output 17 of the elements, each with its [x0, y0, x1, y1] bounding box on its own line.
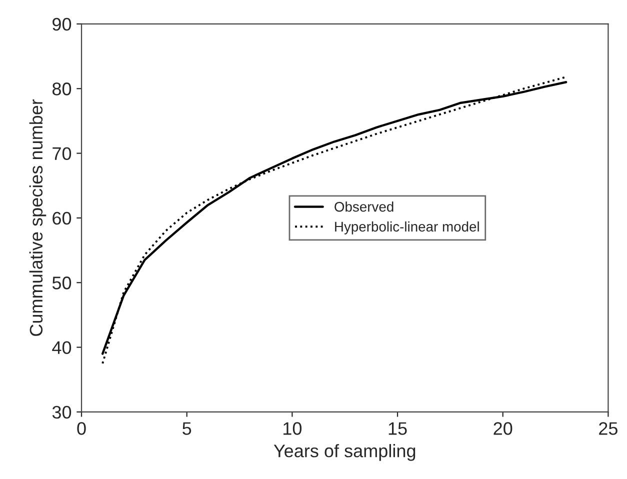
- x-tick-label: 15: [388, 422, 407, 435]
- x-tick-label: 5: [182, 422, 192, 435]
- y-tick-label: 30: [52, 406, 72, 419]
- legend-label: Observed: [334, 202, 394, 212]
- x-tick-label: 0: [77, 422, 86, 435]
- x-axis-title: Years of sampling: [274, 444, 416, 461]
- y-tick-label: 70: [52, 147, 72, 160]
- y-tick-label: 60: [52, 212, 72, 225]
- x-tick-label: 20: [494, 422, 512, 435]
- x-tick-label: 10: [284, 422, 302, 435]
- y-tick-label: 90: [52, 18, 72, 31]
- x-tick-label: 25: [599, 422, 618, 435]
- legend-label: Hyperbolic-linear model: [335, 221, 479, 234]
- y-tick-label: 40: [52, 341, 72, 354]
- y-tick-label: 50: [52, 276, 72, 290]
- y-axis-title: Cummulative species number: [29, 99, 46, 336]
- y-tick-label: 80: [52, 82, 72, 96]
